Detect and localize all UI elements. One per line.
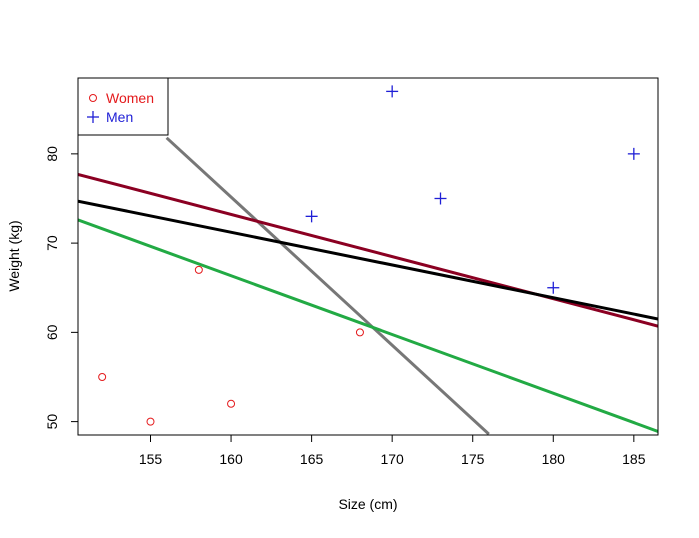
men-point bbox=[305, 210, 318, 223]
x-tick-label: 160 bbox=[219, 451, 243, 467]
legend-box bbox=[77, 77, 169, 136]
x-tick-label: 180 bbox=[542, 451, 566, 467]
women-point bbox=[194, 265, 203, 274]
fit-line bbox=[165, 136, 490, 435]
women-point bbox=[98, 372, 107, 381]
women-point bbox=[146, 417, 155, 426]
x-axis-label: Size (cm) bbox=[338, 496, 397, 512]
y-tick-label: 70 bbox=[44, 235, 60, 251]
fit-line bbox=[78, 218, 658, 433]
x-tick-label: 175 bbox=[461, 451, 485, 467]
plot-frame bbox=[77, 77, 659, 436]
y-tick-label: 50 bbox=[44, 414, 60, 430]
regression-lines-layer bbox=[78, 136, 658, 435]
men-point bbox=[434, 192, 447, 205]
x-tick-label: 170 bbox=[380, 451, 404, 467]
legend-label: Men bbox=[106, 109, 133, 125]
x-tick-label: 185 bbox=[622, 451, 646, 467]
women-point bbox=[355, 328, 364, 337]
y-tick-label: 80 bbox=[44, 146, 60, 162]
men-point bbox=[627, 147, 640, 160]
legend-men-marker bbox=[87, 111, 99, 123]
women-point bbox=[227, 399, 236, 408]
men-point bbox=[547, 281, 560, 294]
x-tick-label: 165 bbox=[300, 451, 324, 467]
fit-line bbox=[78, 199, 658, 321]
axes-layer: 155 160 165 170 175 180 185 50 60 70 80 bbox=[44, 146, 646, 467]
x-tick-label: 155 bbox=[139, 451, 163, 467]
legend-label: Women bbox=[106, 90, 154, 106]
data-points-layer bbox=[98, 85, 640, 426]
legend: Women Men bbox=[77, 77, 169, 136]
y-axis-label: Weight (kg) bbox=[6, 220, 22, 291]
y-tick-label: 60 bbox=[44, 324, 60, 340]
legend-women-marker bbox=[89, 94, 97, 102]
men-point bbox=[386, 85, 399, 98]
